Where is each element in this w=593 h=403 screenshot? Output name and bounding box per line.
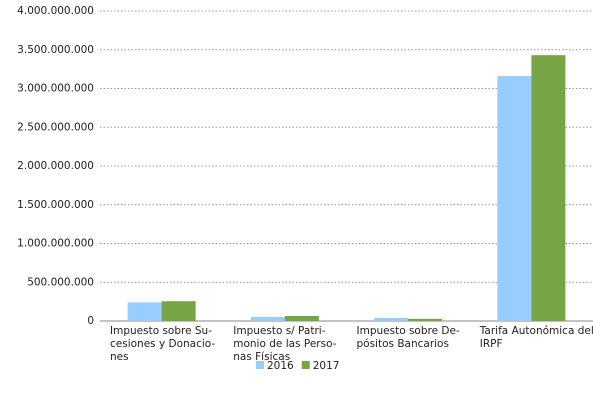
x-tick-label: Impuesto sobre De- xyxy=(357,325,460,337)
bar xyxy=(408,318,443,321)
bar xyxy=(284,315,319,321)
y-tick-label: 3.500.000.000 xyxy=(17,44,94,56)
bar xyxy=(497,76,532,321)
x-tick-label: Tarifa Autonómica del xyxy=(479,325,593,337)
bar xyxy=(531,55,566,322)
bar xyxy=(250,316,285,321)
y-tick-label: 2.500.000.000 xyxy=(17,121,94,133)
x-tick-label: nas Físicas xyxy=(233,351,290,363)
legend-swatch xyxy=(301,361,310,369)
y-tick-label: 500.000.000 xyxy=(27,276,94,288)
x-tick-label: Impuesto sobre Su- xyxy=(110,325,212,337)
bar xyxy=(127,302,162,321)
legend-label: 2016 xyxy=(267,360,294,372)
legend-label: 2017 xyxy=(313,360,340,372)
x-tick-label: pósitos Bancarios xyxy=(357,338,449,350)
y-tick-label: 4.000.000.000 xyxy=(17,5,94,17)
y-tick-label: 2.000.000.000 xyxy=(17,160,94,172)
x-tick-label: Impuesto s/ Patri- xyxy=(233,325,325,337)
y-tick-label: 0 xyxy=(87,315,94,327)
y-tick-label: 1.500.000.000 xyxy=(17,199,94,211)
bar xyxy=(161,301,196,321)
y-tick-label: 1.000.000.000 xyxy=(17,238,94,250)
x-tick-label: IRPF xyxy=(480,338,503,350)
bar xyxy=(374,317,409,321)
x-tick-label: nes xyxy=(110,351,129,363)
y-tick-label: 3.000.000.000 xyxy=(17,83,94,95)
x-tick-label: cesiones y Donacio- xyxy=(110,338,215,350)
legend-swatch xyxy=(256,361,264,369)
x-tick-label: monio de las Perso- xyxy=(233,338,336,350)
